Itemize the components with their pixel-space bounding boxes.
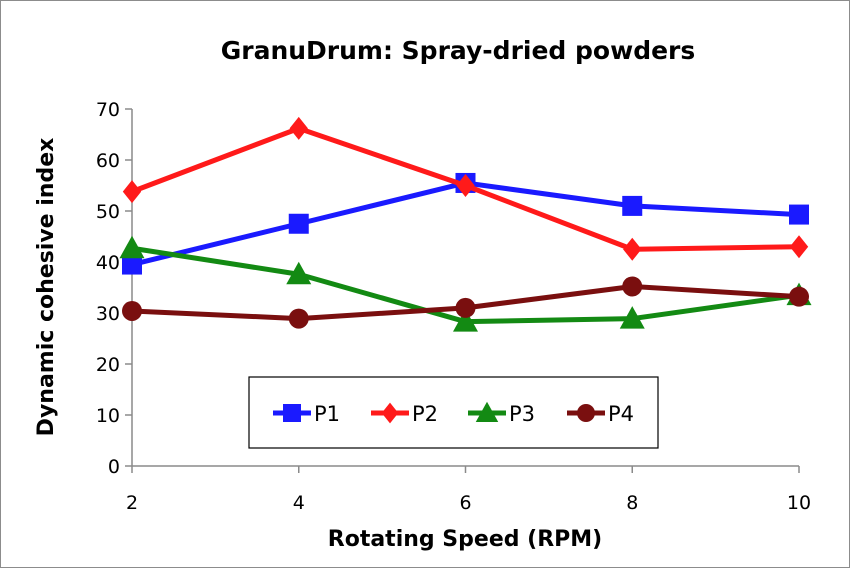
data-point-p4: [288, 308, 309, 329]
data-point-p1: [288, 213, 309, 234]
legend-label-p1: P1: [314, 402, 340, 426]
data-point-p3: [453, 309, 478, 332]
data-point-p2: [623, 237, 642, 261]
chart-title: GranuDrum: Spray-dried powders: [221, 36, 696, 65]
legend-marker-p3: [475, 401, 499, 422]
legend: P1 P2 P3 P4: [248, 376, 659, 449]
legend-label-p3: P3: [509, 402, 535, 426]
data-point-p2: [456, 174, 475, 197]
y-tick-label: 30: [96, 303, 120, 325]
legend-item-p4: P4: [567, 402, 634, 426]
data-point-p4: [789, 286, 809, 307]
series-p4: [122, 276, 809, 329]
x-tick-label: 6: [459, 492, 471, 514]
y-tick-label: 10: [96, 405, 120, 427]
data-point-p2: [289, 116, 308, 140]
data-point-p1: [122, 254, 142, 275]
data-point-p2: [122, 180, 142, 204]
y-tick-label: 60: [96, 150, 120, 172]
series-layer: [119, 116, 812, 332]
data-point-p4: [122, 300, 142, 321]
x-axis-label: Rotating Speed (RPM): [328, 527, 602, 552]
data-point-p1: [789, 204, 809, 225]
series-p2: [122, 116, 809, 261]
legend-item-p2: P2: [371, 402, 438, 426]
legend-item-p3: P3: [468, 401, 535, 426]
legend-label-p4: P4: [608, 402, 634, 426]
data-point-p2: [789, 235, 809, 259]
x-tick-label: 8: [626, 492, 638, 514]
y-tick-label: 50: [96, 201, 120, 223]
legend-marker-p4: [577, 404, 595, 422]
data-point-p1: [622, 195, 643, 216]
y-tick-label: 20: [96, 354, 120, 376]
y-axis-label: Dynamic cohesive index: [34, 138, 59, 437]
data-point-p3: [619, 306, 645, 329]
x-tick-label: 2: [126, 492, 138, 514]
data-point-p4: [622, 276, 643, 297]
data-point-p3: [119, 235, 145, 259]
y-tick-label: 40: [96, 252, 120, 274]
legend-marker-p1: [283, 404, 301, 422]
y-tick-label: 70: [96, 99, 120, 121]
data-point-p4: [455, 297, 476, 318]
x-tick-label: 4: [293, 492, 305, 514]
axes: 0 10 20 30 40 50 60 70 2 4 6 8 10: [96, 99, 811, 514]
legend-label-p2: P2: [412, 402, 438, 426]
data-point-p3: [286, 261, 312, 285]
x-tick-label: 10: [787, 492, 811, 514]
legend-item-p1: P1: [273, 402, 340, 426]
legend-marker-p2: [381, 402, 399, 424]
y-tick-label: 0: [108, 456, 120, 478]
